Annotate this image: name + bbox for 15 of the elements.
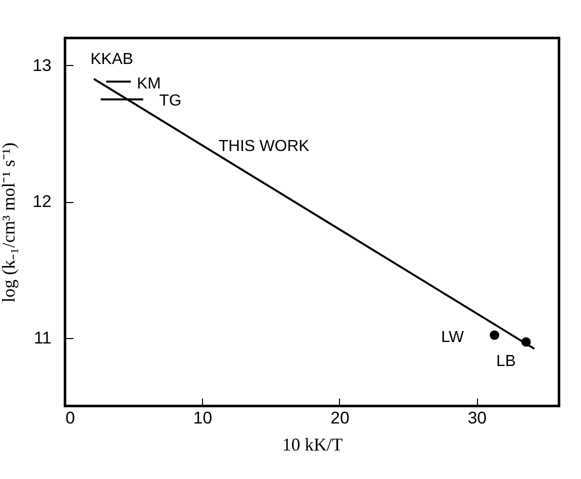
annotation: TG xyxy=(159,92,182,110)
annotation: THIS WORK xyxy=(218,138,310,156)
annotation: KKAB xyxy=(90,50,134,68)
y-tick-label: 12 xyxy=(32,192,52,212)
x-tick-label: 30 xyxy=(468,408,487,428)
annotation: LW xyxy=(441,329,465,346)
annotation: LB xyxy=(496,352,516,370)
x-tick-label: 20 xyxy=(330,408,350,428)
x-tick-label: 10 xyxy=(193,408,212,428)
annotation: KM xyxy=(136,76,161,93)
y-tick-label: 11 xyxy=(34,328,52,348)
y-axis-title: log (k₋₁/cm³ mol⁻¹ s⁻¹) xyxy=(0,142,19,302)
y-tick-label: 13 xyxy=(32,56,52,75)
x-axis-title: 10 kK/T xyxy=(282,434,343,454)
x-tick-label: 0 xyxy=(66,408,75,428)
